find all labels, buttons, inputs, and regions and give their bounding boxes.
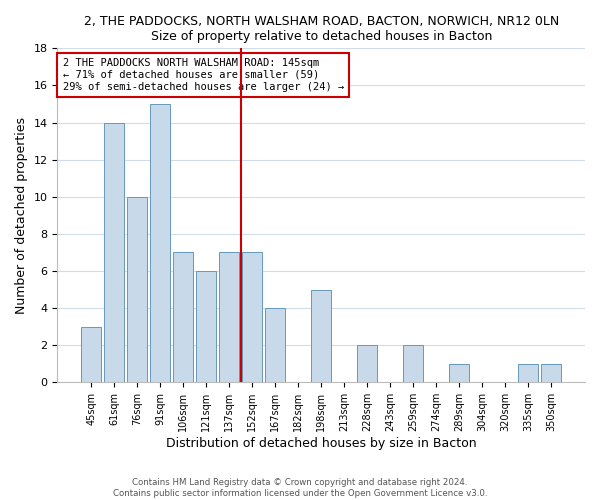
Bar: [265, 308, 285, 382]
Bar: [151, 104, 170, 382]
Title: 2, THE PADDOCKS, NORTH WALSHAM ROAD, BACTON, NORWICH, NR12 0LN
Size of property : 2, THE PADDOCKS, NORTH WALSHAM ROAD, BAC…: [83, 15, 559, 43]
Bar: [518, 364, 538, 382]
Bar: [173, 252, 193, 382]
Bar: [242, 252, 262, 382]
Bar: [449, 364, 469, 382]
X-axis label: Distribution of detached houses by size in Bacton: Distribution of detached houses by size …: [166, 437, 476, 450]
Bar: [82, 326, 101, 382]
Y-axis label: Number of detached properties: Number of detached properties: [15, 117, 28, 314]
Bar: [403, 345, 423, 383]
Bar: [104, 122, 124, 382]
Text: Contains HM Land Registry data © Crown copyright and database right 2024.
Contai: Contains HM Land Registry data © Crown c…: [113, 478, 487, 498]
Bar: [196, 271, 216, 382]
Bar: [358, 345, 377, 383]
Text: 2 THE PADDOCKS NORTH WALSHAM ROAD: 145sqm
← 71% of detached houses are smaller (: 2 THE PADDOCKS NORTH WALSHAM ROAD: 145sq…: [62, 58, 344, 92]
Bar: [541, 364, 561, 382]
Bar: [220, 252, 239, 382]
Bar: [311, 290, 331, 382]
Bar: [127, 197, 147, 382]
